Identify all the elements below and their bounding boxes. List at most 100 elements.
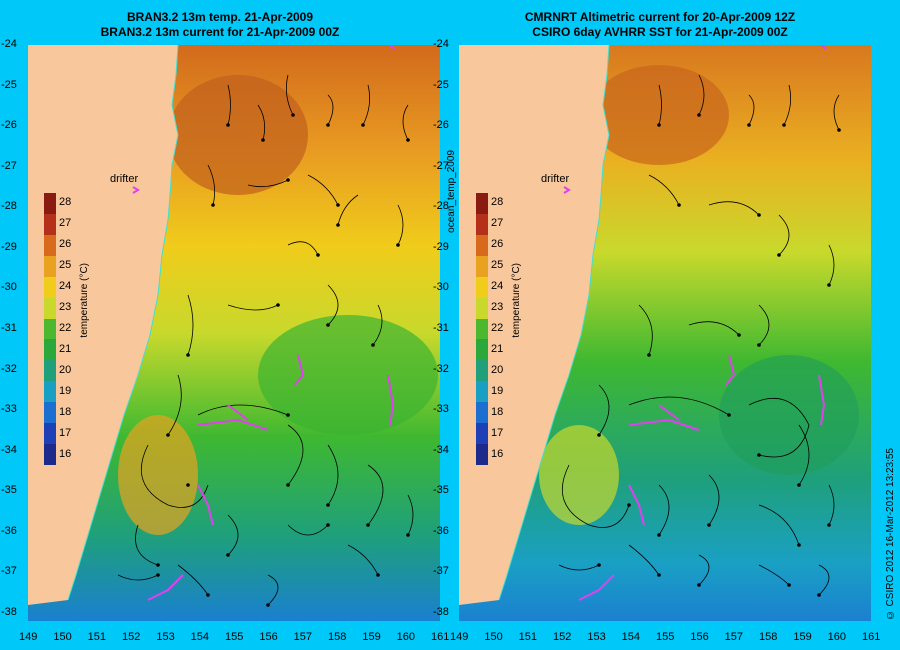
- longitude-tick-label: 156: [259, 631, 278, 643]
- colorbar-segment: [44, 276, 56, 298]
- colorbar-tick-label: 21: [491, 342, 504, 355]
- longitude-tick-label: 151: [87, 631, 107, 643]
- colorbar-label: temperature (°C): [79, 263, 90, 338]
- latitude-tick-label: -36: [433, 524, 449, 537]
- warm-eddy: [539, 425, 619, 525]
- latitude-tick-label: -30: [433, 281, 449, 294]
- longitude-tick-label: 159: [362, 631, 381, 643]
- colorbar-tick-label: 16: [59, 447, 72, 460]
- left-colorbar: 28 27 26 25 24 23 22 21 20 19 18 17 16 temperature (°…: [44, 193, 104, 465]
- colorbar-tick-label: 18: [59, 405, 72, 418]
- latitude-tick-label: -29: [433, 240, 449, 253]
- drifter-tracks: [563, 45, 827, 601]
- colorbar-segment: [44, 402, 56, 424]
- warm-eddy: [118, 415, 198, 535]
- longitude-tick-label: 152: [553, 631, 572, 643]
- longitude-tick-label: 151: [518, 631, 538, 643]
- latitude-tick-label: -25: [1, 78, 17, 91]
- longitude-tick-label: 161: [431, 631, 450, 643]
- right-drifter-label: drifter: [541, 173, 569, 185]
- left-title-line2: BRAN3.2 13m current for 21-Apr-2009 00Z: [100, 25, 340, 39]
- latitude-tick-label: -34: [1, 443, 17, 456]
- cool-eddy: [719, 355, 859, 475]
- vector-heads: [597, 113, 841, 597]
- right-map-panel: drifter: [459, 45, 871, 621]
- colorbar-tick-label: 22: [491, 322, 504, 334]
- latitude-tick-label: -24: [1, 38, 17, 50]
- colorbar-tick-label: 22: [59, 322, 72, 334]
- right-title: CMRNRT Altimetric current for 20-Apr-200…: [500, 10, 820, 40]
- credit-text: © CSIRO 2012 16-Mar-2012 13:23:55: [885, 447, 896, 620]
- current-vectors: [117, 74, 414, 606]
- colorbar-segment: [44, 213, 56, 235]
- latitude-tick-label: -37: [433, 565, 449, 578]
- colorbar-tick-label: 18: [491, 405, 504, 418]
- dataset-label: ocean_temp_2009: [446, 150, 457, 233]
- colorbar-tick-label: 19: [59, 384, 72, 397]
- latitude-tick-label: -30: [1, 281, 17, 294]
- latitude-tick-label: -26: [1, 119, 17, 132]
- colorbar-tick-label: 24: [59, 280, 72, 293]
- colorbar-segment: [44, 255, 56, 277]
- right-title-line1: CMRNRT Altimetric current for 20-Apr-200…: [524, 10, 796, 24]
- longitude-tick-label: 160: [396, 631, 416, 643]
- colorbar-tick-label: 25: [59, 259, 72, 272]
- latitude-tick-label: -33: [433, 403, 449, 416]
- colorbar-segment: [476, 193, 488, 214]
- longitude-tick-label: 153: [156, 631, 175, 643]
- colorbar-segment: [476, 213, 488, 235]
- colorbar-segment: [476, 297, 488, 319]
- latitude-tick-label: -33: [1, 403, 17, 416]
- colorbar-tick-label: 16: [491, 447, 504, 460]
- drifter-tracks: [132, 45, 396, 601]
- longitude-tick-label: 149: [450, 631, 469, 643]
- longitude-tick-label: 154: [621, 631, 641, 643]
- longitude-tick-label: 161: [862, 631, 881, 643]
- latitude-tick-label: -24: [433, 38, 449, 50]
- latitude-tick-label: -27: [1, 159, 17, 172]
- colorbar-tick-label: 23: [491, 301, 504, 314]
- colorbar-segment: [476, 234, 488, 256]
- vector-heads: [156, 113, 410, 607]
- colorbar-segment: [476, 318, 488, 340]
- longitude-tick-label: 159: [793, 631, 812, 643]
- latitude-tick-label: -28: [433, 200, 449, 213]
- colorbar-segment: [476, 423, 488, 445]
- colorbar-tick-label: 17: [491, 426, 504, 439]
- latitude-tick-label: -31: [1, 321, 17, 334]
- longitude-tick-label: 156: [690, 631, 709, 643]
- colorbar-segment: [44, 318, 56, 340]
- colorbar-segment: [476, 381, 488, 403]
- colorbar-segment: [44, 339, 56, 361]
- left-map-panel: drifter: [28, 45, 440, 621]
- colorbar-tick-label: 26: [59, 238, 72, 251]
- colorbar-tick-label: 27: [491, 217, 504, 230]
- latitude-tick-label: -25: [433, 78, 449, 91]
- longitude-tick-label: 160: [827, 631, 847, 643]
- latitude-tick-label: -35: [1, 484, 17, 497]
- longitude-tick-label: 158: [759, 631, 778, 643]
- latitude-tick-label: -32: [1, 362, 17, 375]
- latitude-tick-label: -26: [433, 119, 449, 132]
- longitude-tick-label: 152: [122, 631, 141, 643]
- latitude-tick-label: -28: [1, 200, 17, 213]
- latitude-tick-label: -27: [433, 159, 449, 172]
- right-map-svg: drifter: [459, 45, 871, 621]
- latitude-tick-label: -29: [1, 240, 17, 253]
- colorbar-segment: [44, 381, 56, 403]
- longitude-tick-label: 149: [19, 631, 38, 643]
- latitude-tick-label: -34: [433, 443, 449, 456]
- colorbar-tick-label: 28: [59, 196, 72, 209]
- australia-landmass: [28, 45, 178, 605]
- current-vectors: [558, 74, 840, 596]
- left-title-line1: BRAN3.2 13m temp. 21-Apr-2009: [126, 10, 314, 24]
- colorbar-tick-label: 21: [59, 342, 72, 355]
- colorbar-tick-label: 25: [491, 259, 504, 272]
- colorbar-segment: [476, 255, 488, 277]
- latitude-tick-label: -37: [1, 565, 17, 578]
- colorbar-tick-label: 19: [491, 384, 504, 397]
- latitude-tick-label: -31: [433, 321, 449, 334]
- colorbar-segment: [476, 276, 488, 298]
- colorbar-label: temperature (°C): [511, 263, 522, 338]
- colorbar-segment: [476, 339, 488, 361]
